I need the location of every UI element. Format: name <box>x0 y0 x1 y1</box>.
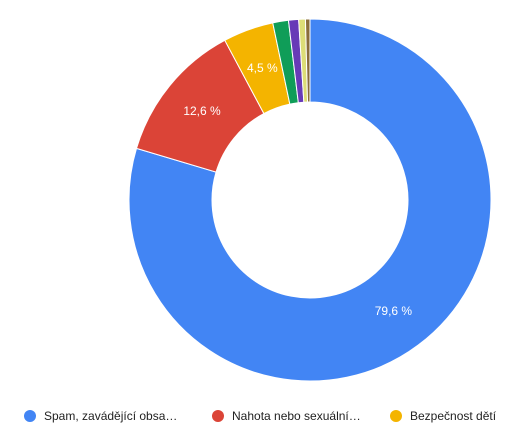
slice-value-label-2: 4,5 % <box>247 61 278 75</box>
chart-legend: Spam, zavádějící obsa… Nahota nebo sexuá… <box>24 409 514 427</box>
legend-label-spam: Spam, zavádějící obsa… <box>44 409 178 423</box>
legend-label-nudity: Nahota nebo sexuální… <box>232 409 361 423</box>
legend-swatch-child-safety <box>390 410 402 422</box>
slice-value-label-0: 79,6 % <box>375 304 413 318</box>
donut-slice-6[interactable] <box>304 18 311 103</box>
legend-label-child-safety: Bezpečnost dětí <box>410 409 497 423</box>
legend-item-child-safety[interactable]: Bezpečnost dětí <box>390 409 496 423</box>
donut-slice-0[interactable] <box>128 18 492 382</box>
legend-item-nudity[interactable]: Nahota nebo sexuální… <box>212 409 361 423</box>
legend-item-spam[interactable]: Spam, zavádějící obsa… <box>24 409 177 423</box>
slice-value-label-1: 12,6 % <box>183 104 221 118</box>
legend-swatch-nudity <box>212 410 224 422</box>
legend-swatch-spam <box>24 410 36 422</box>
